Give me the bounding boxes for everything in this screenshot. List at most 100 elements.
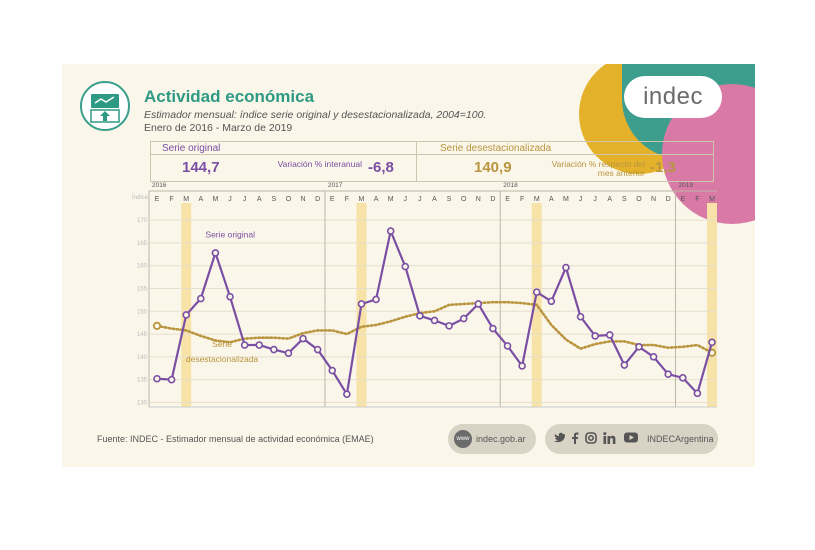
series-original-point xyxy=(708,338,716,347)
series-original-point xyxy=(299,334,307,343)
year-label: 2018 xyxy=(503,182,518,189)
month-label: E xyxy=(680,196,685,203)
stats-header-line xyxy=(150,154,714,155)
series-original-point xyxy=(518,362,526,370)
series-original-point xyxy=(182,311,191,319)
series-desestacionalizada-point xyxy=(152,321,162,330)
stats-original-var-label: Variación % interanual xyxy=(277,159,362,169)
series-original-label: Serie original xyxy=(205,229,255,239)
stats-desest-var-label: Variación % respecto del mes anterior xyxy=(551,159,645,178)
month-label: J xyxy=(404,196,408,203)
stats-desest-label: Serie desestacionalizada xyxy=(440,143,552,154)
series-original-point xyxy=(664,370,672,378)
month-label: M xyxy=(563,196,569,203)
month-label: J xyxy=(418,196,422,203)
series-original-point xyxy=(489,324,497,333)
month-label: A xyxy=(432,196,437,203)
month-label: M xyxy=(534,196,540,203)
month-label: M xyxy=(388,196,394,203)
year-label: 2017 xyxy=(328,182,343,189)
series-original-point xyxy=(678,374,687,382)
series-original-point xyxy=(649,353,658,361)
youtube-icon[interactable] xyxy=(624,432,638,446)
month-label: M xyxy=(212,196,218,203)
y-tick-label: 135 xyxy=(137,378,148,384)
series-original-point xyxy=(343,390,351,399)
subtitle: Estimador mensual: índice serie original… xyxy=(144,109,487,121)
y-tick-label: 170 xyxy=(137,218,148,224)
series-original-point xyxy=(372,295,380,304)
series-original-point xyxy=(547,297,556,306)
y-tick-label: 155 xyxy=(137,286,148,292)
series-original-point xyxy=(357,300,366,308)
y-tick-label: 160 xyxy=(137,264,148,270)
linkedin-icon[interactable] xyxy=(603,432,616,447)
month-label: F xyxy=(345,196,349,203)
series-original-point xyxy=(416,312,424,320)
series-original-point xyxy=(255,341,264,349)
year-label: 2019 xyxy=(678,182,693,189)
series-original-point xyxy=(576,312,585,321)
series-original-point xyxy=(532,288,541,296)
series-original-point xyxy=(474,300,483,308)
economic-activity-icon xyxy=(80,81,130,131)
indec-logo-text: indec xyxy=(643,83,703,110)
month-label: E xyxy=(330,196,335,203)
series-original-point xyxy=(313,345,322,354)
series-original-point xyxy=(635,343,643,351)
month-label: O xyxy=(461,196,467,203)
stats-original-value: 144,7 xyxy=(182,159,220,176)
series-original-point xyxy=(445,322,453,330)
social-handle[interactable]: INDECArgentina xyxy=(647,434,714,444)
month-label: N xyxy=(476,196,481,203)
month-label: J xyxy=(579,196,583,203)
month-label: M xyxy=(183,196,189,203)
series-original-point xyxy=(401,262,410,271)
month-label: A xyxy=(549,196,554,203)
page-title: Actividad económica xyxy=(144,87,315,106)
year-label: 2016 xyxy=(152,182,167,189)
series-desestacionalizada-line xyxy=(155,300,714,355)
month-label: A xyxy=(374,196,379,203)
series-original-point xyxy=(620,361,629,369)
y-axis-label: Índice xyxy=(132,194,149,201)
series-original-point xyxy=(328,366,337,375)
march-band-3 xyxy=(707,203,717,407)
series-desest-label-line1: Serie xyxy=(212,339,232,349)
y-tick-label: 165 xyxy=(137,241,148,247)
month-label: O xyxy=(636,196,642,203)
y-tick-label: 145 xyxy=(137,332,148,338)
month-label: S xyxy=(622,196,627,203)
month-label: D xyxy=(490,196,495,203)
series-original-point xyxy=(270,345,278,354)
month-label: S xyxy=(272,196,277,203)
twitter-icon[interactable] xyxy=(554,432,566,446)
series-original-point xyxy=(211,249,220,257)
series-original-line xyxy=(156,227,714,398)
month-label: M xyxy=(359,196,365,203)
month-label: S xyxy=(447,196,452,203)
period: Enero de 2016 - Marzo de 2019 xyxy=(144,122,293,134)
series-original-point xyxy=(591,332,599,340)
website-text[interactable]: indec.gob.ar xyxy=(476,434,526,444)
series-original-point xyxy=(197,294,205,303)
month-label: J xyxy=(593,196,597,203)
stats-original-var-value: -6,8 xyxy=(368,159,394,176)
facebook-icon[interactable] xyxy=(571,432,579,447)
infographic-card: indec Actividad económica Estimador mens… xyxy=(62,64,755,467)
www-icon: www xyxy=(454,430,472,448)
series-original-point xyxy=(693,389,702,398)
series-original-point xyxy=(562,263,570,272)
march-band-0 xyxy=(181,203,192,407)
y-tick-label: 140 xyxy=(137,355,148,361)
month-label: O xyxy=(286,196,292,203)
month-label: M xyxy=(709,196,715,203)
stats-divider xyxy=(416,141,417,182)
series-original-point xyxy=(459,314,468,323)
series-original-point xyxy=(240,341,249,349)
series-original-point xyxy=(226,292,234,301)
instagram-icon[interactable] xyxy=(585,432,597,447)
stats-desest-var-value: -1,3 xyxy=(650,159,676,176)
series-desest-label-line2: desestacionalizada xyxy=(186,354,259,364)
